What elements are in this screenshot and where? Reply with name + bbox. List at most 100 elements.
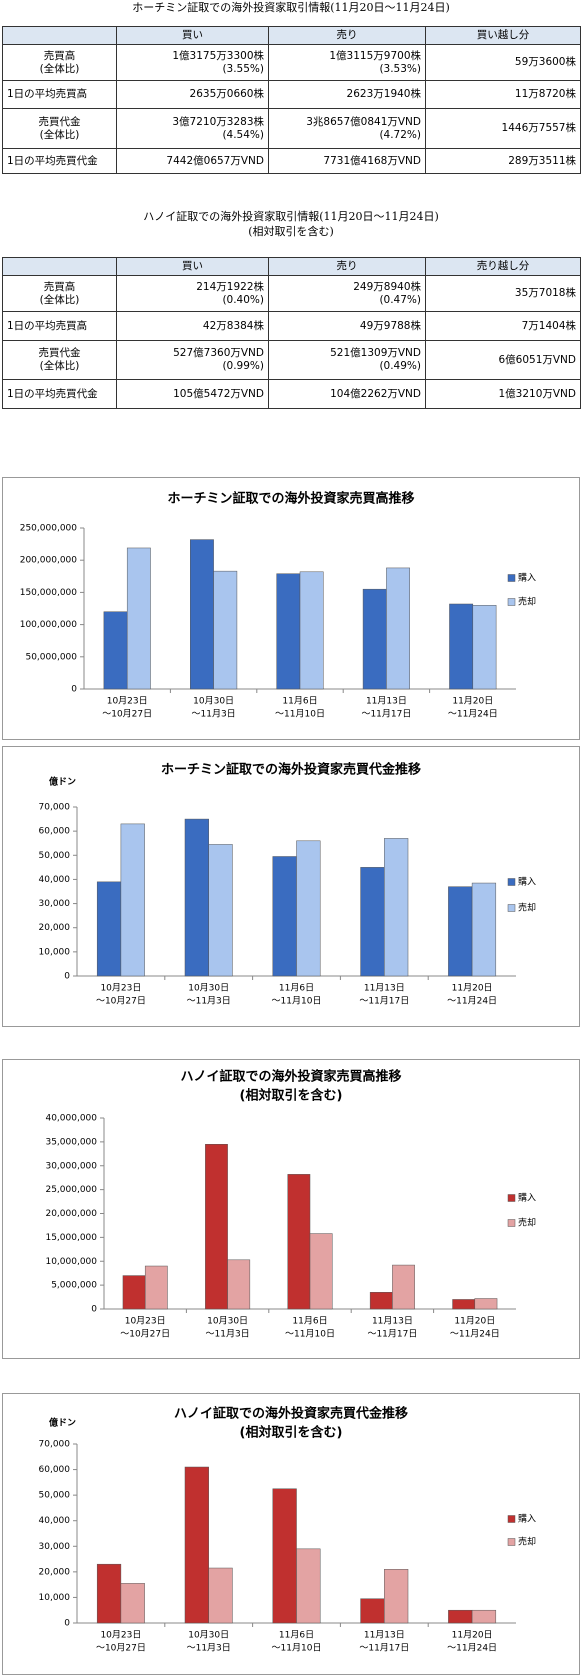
- cell: 6億6051万VND: [425, 340, 581, 380]
- bar: [287, 1174, 311, 1310]
- cell-line: 59万3600株: [514, 56, 576, 68]
- x-tick-label: ～10月27日: [96, 1643, 146, 1654]
- bar: [122, 1275, 146, 1310]
- cell: 7731億4168万VND: [268, 148, 426, 174]
- row-label: 売買高 (全体比): [2, 275, 117, 312]
- cell-line: (3.55%): [222, 62, 264, 75]
- bar: [299, 571, 324, 690]
- cell-line: (3.53%): [379, 62, 421, 75]
- bar: [184, 1466, 209, 1624]
- y-tick-label: 50,000: [39, 851, 71, 861]
- x-tick-label: 11月20日: [452, 1630, 493, 1641]
- y-tick-label: 0: [64, 972, 70, 982]
- x-tick-label: 11月20日: [452, 696, 493, 707]
- row: 1日の平均売買高 42万8384株 49万9788株 7万1404株: [2, 311, 581, 341]
- label-line: 1日の平均売買高: [7, 319, 88, 332]
- bar: [360, 1598, 385, 1624]
- header-cell: 売り越し分: [425, 257, 581, 276]
- y-tick-label: 60,000: [39, 1465, 71, 1475]
- legend-label: 購入: [518, 1192, 536, 1204]
- row-label: 1日の平均売買高: [2, 311, 117, 341]
- cell-line: 7442億0657万VND: [166, 154, 264, 167]
- chart-title: (相対取引を含む): [240, 1088, 343, 1104]
- y-tick-label: 150,000,000: [20, 588, 78, 598]
- chart-title: ハノイ証取での海外投資家売買高推移: [180, 1069, 401, 1085]
- legend-swatch: [507, 878, 516, 886]
- chart: ホーチミン証取での海外投資家売買高推移 0 50,000,000 100,000,00…: [2, 477, 580, 740]
- header-cell: [2, 26, 117, 45]
- bar: [120, 1583, 145, 1624]
- y-tick-label: 0: [71, 685, 77, 695]
- bar: [384, 1569, 409, 1624]
- x-tick-label: ～11月24日: [448, 709, 498, 720]
- cell-line: 42万8384株: [202, 319, 264, 332]
- cell: 105億5472万VND: [116, 379, 269, 409]
- x-tick-label: 11月6日: [282, 696, 317, 707]
- y-axis-label: 億ドン: [49, 1417, 76, 1429]
- x-tick-label: ～11月24日: [447, 1643, 497, 1654]
- cell-line: 1億3210万VND: [498, 387, 576, 400]
- cell: 42万8384株: [116, 311, 269, 341]
- y-tick-label: 30,000,000: [45, 1161, 97, 1171]
- legend-label: 売却: [518, 1217, 536, 1229]
- label-line: (全体比): [39, 293, 80, 306]
- bar: [369, 1292, 393, 1310]
- x-tick-label: ～11月17日: [367, 1329, 417, 1340]
- cell-line: 1446万7557株: [501, 122, 576, 134]
- cell-line: 11万8720株: [514, 88, 576, 100]
- bar: [309, 1233, 333, 1310]
- x-tick-label: ～11月17日: [361, 709, 411, 720]
- y-tick-label: 0: [64, 1619, 70, 1629]
- chart-title: ホーチミン証取での海外投資家売買高推移: [167, 491, 414, 507]
- y-tick-label: 200,000,000: [20, 556, 78, 566]
- label-line: (全体比): [39, 62, 80, 75]
- cell: 2623万1940株: [268, 80, 426, 109]
- cell: 11万8720株: [425, 80, 581, 109]
- legend-swatch: [507, 904, 516, 912]
- y-axis-label: 億ドン: [49, 776, 76, 788]
- y-tick-label: 50,000,000: [25, 652, 77, 662]
- bar: [227, 1259, 251, 1310]
- legend-swatch: [507, 598, 516, 606]
- bar: [448, 886, 473, 977]
- cell-line: (0.49%): [379, 360, 421, 372]
- legend-label: 売却: [518, 596, 536, 608]
- legend-label: 売却: [518, 902, 536, 914]
- label-line: 1日の平均売買高: [7, 88, 88, 100]
- legend-label: 購入: [518, 876, 536, 888]
- x-tick-label: 11月6日: [279, 1630, 314, 1641]
- bar: [448, 1609, 473, 1624]
- x-tick-label: ～11月17日: [359, 1643, 409, 1654]
- chart-title: ホーチミン証取での海外投資家売買代金推移: [161, 762, 421, 778]
- data-table: 買い 売り 売り越し分 売買高 (全体比) 214万1922株 (0.40%) 249万894…: [2, 257, 581, 409]
- bar: [272, 856, 297, 977]
- chart-title: ハノイ証取での海外投資家売買代金推移: [174, 1406, 408, 1422]
- row: 1日の平均売買高 2635万0660株 2623万1940株 11万8720株: [2, 80, 581, 109]
- x-tick-label: ～10月27日: [120, 1329, 170, 1340]
- y-tick-label: 100,000,000: [20, 620, 78, 630]
- bar: [208, 844, 233, 977]
- bar: [362, 588, 387, 690]
- y-tick-label: 5,000,000: [51, 1281, 97, 1291]
- label-line: (全体比): [39, 360, 80, 372]
- legend-swatch: [507, 1219, 516, 1227]
- x-tick-label: ～11月3日: [187, 1643, 231, 1654]
- row: 売買代金 (全体比) 527億7360万VND (0.99%) 521億1309万VND…: [2, 340, 581, 380]
- y-tick-label: 10,000: [39, 947, 71, 957]
- cell-line: (0.99%): [222, 360, 264, 372]
- bar: [144, 1265, 168, 1310]
- x-tick-label: 11月20日: [454, 1316, 495, 1327]
- x-tick-label: 10月30日: [188, 1630, 229, 1641]
- legend-swatch: [507, 1538, 516, 1546]
- cell: 527億7360万VND (0.99%): [116, 340, 269, 380]
- header-row: 買い 売り 買い越し分: [2, 26, 581, 45]
- bar: [360, 867, 385, 977]
- cell-line: 3億7210万3283株: [172, 115, 264, 128]
- title-line: ホーチミン証取での海外投資家取引情報(11月20日～11月24日): [132, 1, 450, 14]
- bar: [103, 611, 128, 690]
- row-label: 売買代金 (全体比): [2, 108, 117, 149]
- legend-label: 購入: [518, 572, 536, 584]
- row: 売買高 (全体比) 214万1922株 (0.40%) 249万8940株 (0.47%)…: [2, 275, 581, 312]
- chart: ハノイ証取での海外投資家売買代金推移 (相対取引を含む) 億ドン 0 10,000 20,…: [2, 1393, 580, 1675]
- y-tick-label: 10,000: [39, 1593, 71, 1603]
